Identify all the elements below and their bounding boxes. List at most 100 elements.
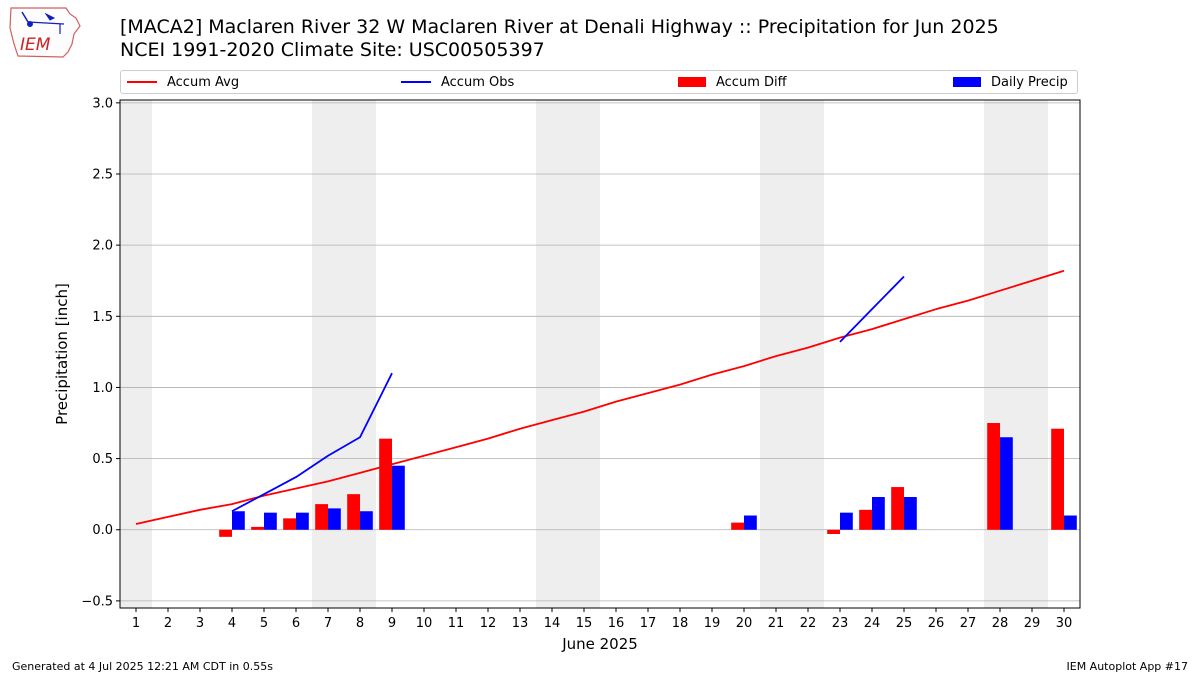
daily-precip-bar (904, 497, 917, 530)
x-tick-label: 22 (800, 616, 817, 631)
daily-precip-bar (328, 508, 341, 530)
accum-diff-bar (315, 504, 328, 530)
x-tick-label: 4 (228, 616, 236, 631)
y-axis-label: Precipitation [inch] (53, 283, 71, 425)
x-tick-label: 2 (164, 616, 172, 631)
x-tick-label: 27 (960, 616, 977, 631)
y-tick-label: 0.0 (92, 523, 113, 538)
legend-label: Daily Precip (991, 74, 1068, 90)
plot-frame (119, 99, 1081, 609)
y-tick-label: 2.5 (92, 167, 113, 182)
legend-item-daily-precip: Daily Precip (953, 71, 1068, 93)
weekend-shade (792, 100, 824, 608)
y-tick-label: 2.0 (92, 239, 113, 254)
logo-text: IEM (20, 35, 51, 55)
x-tick-label: 25 (896, 616, 913, 631)
daily-precip-bar (232, 511, 245, 530)
x-tick-label: 3 (196, 616, 204, 631)
accum-diff-bar (891, 487, 904, 530)
accum-diff-bar (283, 518, 296, 530)
x-tick-label: 19 (704, 616, 721, 631)
daily-precip-bar (744, 515, 757, 530)
iem-logo: IEM (9, 7, 81, 58)
accum-diff-bar (251, 526, 264, 530)
weekend-shade (1016, 100, 1048, 608)
x-axis: 1 2 3 4 5 6 7 8 9 10 11 12 13 14 15 16 17 18 19 20 21 22 23 24 2… (132, 608, 1072, 631)
chart-title: [MACA2] Maclaren River 32 W Maclaren Riv… (120, 16, 999, 38)
x-tick-label: 17 (640, 616, 657, 631)
daily-precip-bar (264, 512, 277, 530)
x-tick-label: 28 (992, 616, 1009, 631)
x-tick-label: 21 (768, 616, 785, 631)
daily-precip-bar (1064, 515, 1077, 530)
bars (219, 423, 1077, 537)
accum-diff-bar (1051, 428, 1064, 530)
legend: Accum Avg Accum Obs Accum Diff Daily Pre… (120, 70, 1078, 94)
daily-precip-bar (360, 511, 373, 530)
x-tick-label: 7 (324, 616, 332, 631)
weekend-shade (536, 100, 568, 608)
y-axis: −0.5 0.0 0.5 1.0 1.5 2.0 2.5 3.0 (81, 96, 120, 609)
accum-diff-bar (731, 522, 744, 530)
accum-diff-bar (219, 529, 232, 537)
weekend-shade (984, 100, 1016, 608)
y-tick-label: 1.0 (92, 381, 113, 396)
y-tick-label: −0.5 (81, 594, 113, 609)
x-tick-label: 5 (260, 616, 268, 631)
weekend-shade (760, 100, 792, 608)
accum-diff-bar (987, 423, 1000, 530)
accum-diff-bar (347, 494, 360, 530)
x-tick-label: 16 (608, 616, 625, 631)
x-tick-label: 9 (388, 616, 396, 631)
daily-precip-bar (872, 497, 885, 530)
accum-diff-bar (379, 438, 392, 530)
x-tick-label: 23 (832, 616, 849, 631)
y-tick-label: 1.5 (92, 310, 113, 325)
daily-precip-bar (840, 512, 853, 530)
y-tick-label: 0.5 (92, 452, 113, 467)
weather-icons (21, 11, 65, 34)
lines (135, 269, 1065, 525)
accum-obs-line (839, 275, 905, 343)
x-tick-label: 11 (448, 616, 465, 631)
legend-label: Accum Avg (167, 74, 240, 90)
daily-precip-bar (1000, 437, 1013, 530)
app-label: IEM Autoplot App #17 (1066, 660, 1189, 673)
x-tick-label: 10 (416, 616, 433, 631)
accum-diff-bar (827, 529, 840, 535)
x-tick-label: 12 (480, 616, 497, 631)
legend-label: Accum Diff (716, 74, 787, 90)
x-axis-label: June 2025 (561, 635, 638, 653)
legend-item-accum-diff: Accum Diff (678, 71, 787, 93)
x-tick-label: 1 (132, 616, 140, 631)
x-tick-label: 8 (356, 616, 364, 631)
x-tick-label: 20 (736, 616, 753, 631)
legend-label: Accum Obs (441, 74, 515, 90)
weekend-shading (120, 100, 1048, 608)
accum-avg-line (135, 269, 1065, 525)
x-tick-label: 18 (672, 616, 689, 631)
x-tick-label: 30 (1056, 616, 1073, 631)
x-tick-label: 15 (576, 616, 593, 631)
legend-swatch-accum-diff (678, 77, 706, 87)
x-tick-label: 13 (512, 616, 529, 631)
legend-swatch-daily-precip (953, 77, 981, 87)
accum-diff-bar (859, 509, 872, 530)
weekend-shade (312, 100, 344, 608)
x-tick-label: 24 (864, 616, 881, 631)
daily-precip-bar (392, 465, 405, 530)
gridlines (120, 102, 1080, 602)
y-tick-label: 3.0 (92, 96, 113, 111)
accum-obs-line (231, 372, 393, 513)
weekend-shade (568, 100, 600, 608)
legend-item-accum-avg: Accum Avg (127, 71, 239, 93)
chart-subtitle: NCEI 1991-2020 Climate Site: USC00505397 (120, 39, 545, 61)
weekend-shade (120, 100, 152, 608)
legend-swatch-accum-obs (401, 81, 431, 83)
legend-swatch-accum-avg (127, 81, 157, 83)
generated-timestamp: Generated at 4 Jul 2025 12:21 AM CDT in … (12, 660, 273, 673)
daily-precip-bar (296, 512, 309, 530)
x-tick-label: 6 (292, 616, 300, 631)
weekend-shade (344, 100, 376, 608)
